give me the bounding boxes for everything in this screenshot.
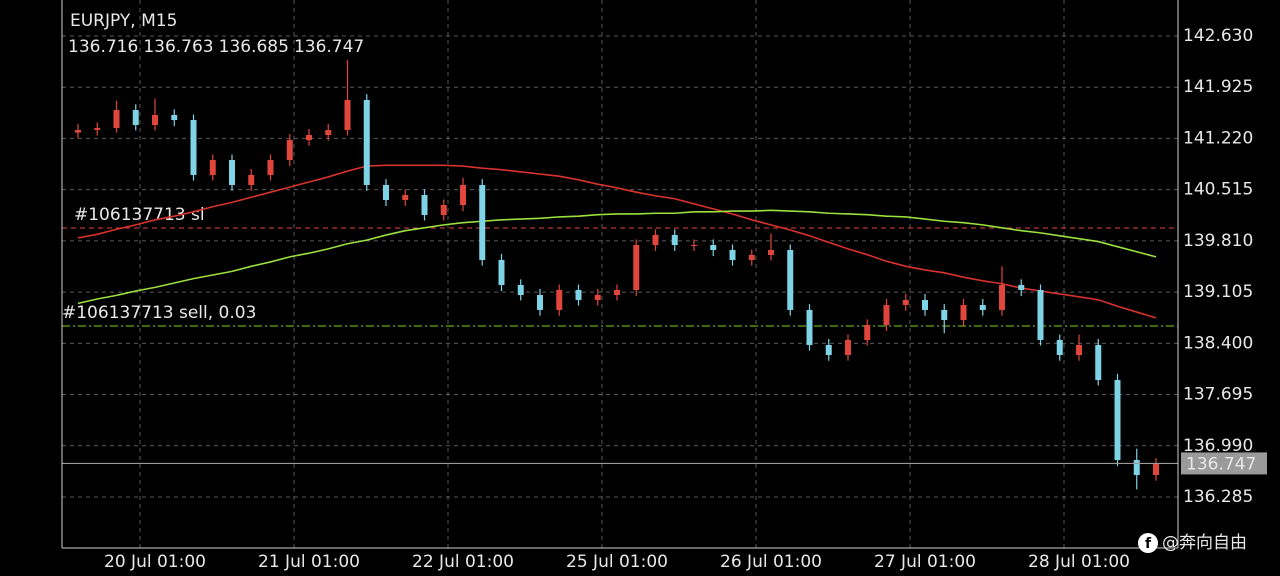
- candle-body: [748, 254, 755, 260]
- x-tick-label: 28 Jul 01:00: [1028, 552, 1130, 572]
- candle-body: [633, 245, 640, 290]
- candle-body: [537, 294, 543, 310]
- candle-body: [209, 159, 216, 175]
- bid-price-box: [1181, 452, 1267, 475]
- candle-body: [979, 305, 986, 310]
- y-tick-label: 142.630: [1183, 26, 1253, 46]
- ohlc-value: 136.685: [219, 37, 289, 57]
- ohlc-value: 136.747: [294, 37, 364, 57]
- candle-body: [787, 250, 794, 310]
- y-tick-label: 138.400: [1183, 333, 1253, 353]
- x-tick-label: 27 Jul 01:00: [874, 552, 976, 572]
- candle-body: [1018, 284, 1025, 290]
- candle-body: [1095, 344, 1102, 381]
- candle-body: [710, 245, 717, 251]
- moving-average: [77, 164, 1157, 319]
- candle-body: [556, 289, 563, 310]
- candle-body: [594, 294, 601, 301]
- candle-body: [941, 309, 948, 320]
- candle-body: [691, 245, 697, 247]
- grid: 136.285 136.990 137.695 138.400 139.105 139.8…: [62, 0, 1253, 572]
- candle-body: [768, 250, 774, 255]
- moving-average: [77, 209, 1157, 305]
- plot: #106137713 sl #106137713 sell, 0.03: [62, 59, 1178, 490]
- candle-body: [229, 159, 235, 185]
- candle-body: [960, 305, 967, 320]
- candle-body: [652, 234, 659, 246]
- candle-body: [883, 305, 890, 326]
- candle-body: [1133, 460, 1140, 475]
- candle-body: [190, 120, 197, 175]
- y-tick-label: 139.810: [1183, 231, 1253, 251]
- candle-body: [1056, 339, 1063, 356]
- chart-title: EURJPY, M15: [70, 11, 177, 31]
- y-tick-label: 136.990: [1183, 436, 1253, 456]
- bid-price-label: 136.747: [1186, 454, 1256, 474]
- candle-body: [498, 259, 505, 285]
- candle-body: [614, 289, 620, 295]
- candle-body: [825, 344, 832, 356]
- y-tick-label: 141.925: [1183, 77, 1253, 97]
- candle-body: [421, 195, 428, 216]
- candle-body: [729, 250, 736, 260]
- candle-body: [999, 284, 1005, 310]
- candle-body: [383, 184, 389, 201]
- candle-body: [325, 129, 332, 136]
- candle-body: [1076, 344, 1082, 356]
- y-tick-label: 136.285: [1183, 487, 1253, 507]
- candle-body: [902, 300, 909, 306]
- order-level-label: #106137713 sl: [74, 205, 205, 225]
- x-tick-label: 21 Jul 01:00: [258, 552, 360, 572]
- y-tick-label: 139.105: [1183, 282, 1253, 302]
- candle-body: [152, 115, 158, 125]
- candle-body: [363, 99, 370, 185]
- candle-body: [402, 195, 409, 201]
- y-tick-label: 141.220: [1183, 128, 1253, 148]
- candle-body: [171, 115, 178, 121]
- watermark-icon: [1138, 533, 1158, 553]
- ohlc-value: 136.716: [68, 37, 138, 57]
- candle-body: [479, 184, 486, 260]
- candle-body: [517, 284, 524, 295]
- order-level-label: #106137713 sell, 0.03: [62, 303, 256, 323]
- candle-body: [132, 110, 139, 125]
- candle-body: [286, 140, 293, 160]
- x-tick-label: 25 Jul 01:00: [566, 552, 668, 572]
- x-tick-label: 20 Jul 01:00: [104, 552, 206, 572]
- candle-body: [575, 289, 582, 301]
- watermark: f @奔向自由: [1138, 533, 1247, 553]
- watermark-text: @奔向自由: [1162, 533, 1247, 553]
- candle-body: [440, 204, 447, 216]
- candle-body: [94, 128, 101, 130]
- candle-body: [922, 300, 928, 310]
- candle-body: [1114, 380, 1121, 461]
- candle-body: [845, 339, 851, 356]
- candle-body: [306, 135, 312, 141]
- candle-body: [1153, 463, 1159, 475]
- y-tick-label: 140.515: [1183, 180, 1253, 200]
- x-tick-label: 22 Jul 01:00: [412, 552, 514, 572]
- candle-body: [113, 110, 120, 129]
- candle-body: [460, 184, 466, 205]
- ohlc-header: 136.716 136.763 136.685 136.747: [68, 37, 364, 57]
- candle-body: [806, 309, 813, 345]
- candle-body: [1037, 289, 1044, 340]
- y-tick-label: 137.695: [1183, 385, 1253, 405]
- candle-body: [267, 159, 274, 175]
- watermark-icon-glyph: f: [1145, 536, 1152, 552]
- ohlc-value: 136.763: [143, 37, 213, 57]
- candle-body: [344, 99, 351, 130]
- x-tick-label: 26 Jul 01:00: [720, 552, 822, 572]
- candle-body: [864, 325, 871, 340]
- candle-body: [671, 234, 678, 246]
- candle-body: [248, 174, 255, 185]
- candle-body: [75, 129, 81, 133]
